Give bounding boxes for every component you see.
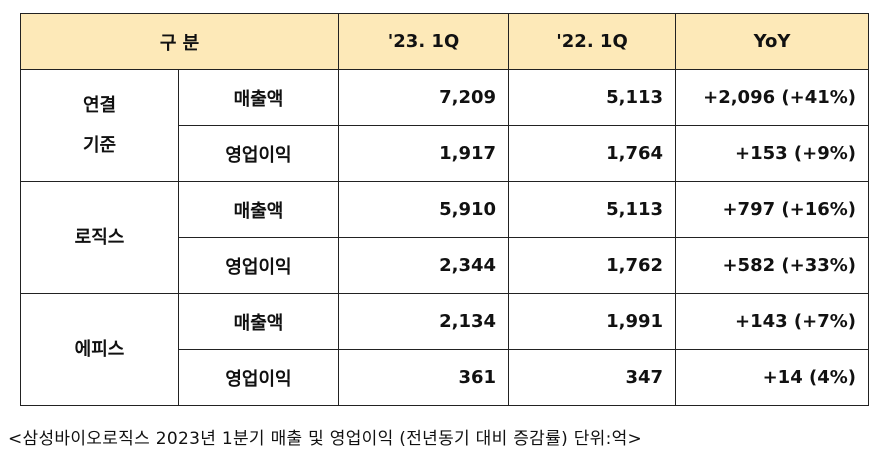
value-cell: 1,917 (338, 125, 510, 182)
header-cell: 구 분 (19, 13, 340, 70)
table-row: 영업이익 361 347 +14 (4%) (21, 349, 870, 406)
value-cell: +143 (+7%) (675, 293, 870, 350)
item-cell: 영업이익 (177, 125, 340, 182)
group-cell: 에피스 (20, 293, 179, 406)
value-cell: 2,344 (338, 237, 510, 294)
value-cell: 1,764 (508, 125, 677, 182)
value-cell: +582 (+33%) (675, 237, 870, 294)
group-label: 기준 (82, 134, 117, 156)
item-cell: 매출액 (177, 181, 340, 238)
group-label: 로직스 (74, 226, 125, 248)
table-row: 영업이익 2,344 1,762 +582 (+33%) (21, 237, 870, 294)
value-cell: 5,113 (508, 181, 677, 238)
value-cell: 1,762 (508, 237, 677, 294)
item-cell: 영업이익 (177, 349, 340, 406)
value-cell: 347 (508, 349, 677, 406)
value-cell: 1,991 (508, 293, 677, 350)
item-cell: 영업이익 (177, 237, 340, 294)
value-cell: +153 (+9%) (675, 125, 870, 182)
header-row: 구 분 '23. 1Q '22. 1Q YoY (19, 13, 870, 70)
group-cell: 로직스 (20, 181, 179, 294)
header-cell: YoY (675, 13, 870, 70)
caption: <삼성바이오로직스 2023년 1분기 매출 및 영업이익 (전년동기 대비 증… (8, 429, 643, 449)
value-cell: 2,134 (338, 293, 510, 350)
value-cell: 7,209 (338, 69, 510, 126)
item-cell: 매출액 (177, 69, 340, 126)
header-cell: '22. 1Q (508, 13, 677, 70)
table-row: 에피스 매출액 2,134 1,991 +143 (+7%) (20, 293, 870, 406)
value-cell: +797 (+16%) (675, 181, 870, 238)
table-row: 영업이익 1,917 1,764 +153 (+9%) (21, 125, 870, 182)
results-table: 구 분 '23. 1Q '22. 1Q YoY 연결 기준 매출액 7,209 5,113 +2… (19, 13, 870, 406)
table-row: 로직스 매출액 5,910 5,113 +797 (+16%) (20, 181, 870, 294)
value-cell: 5,910 (338, 181, 510, 238)
group-label: 연결 (82, 94, 117, 116)
value-cell: +14 (4%) (675, 349, 870, 406)
header-cell: '23. 1Q (338, 13, 510, 70)
table-row: 연결 기준 매출액 7,209 5,113 +2,096 (+41%) (20, 69, 870, 182)
value-cell: 5,113 (508, 69, 677, 126)
value-cell: +2,096 (+41%) (675, 69, 870, 126)
group-label: 에피스 (74, 338, 125, 360)
value-cell: 361 (338, 349, 510, 406)
item-cell: 매출액 (177, 293, 340, 350)
